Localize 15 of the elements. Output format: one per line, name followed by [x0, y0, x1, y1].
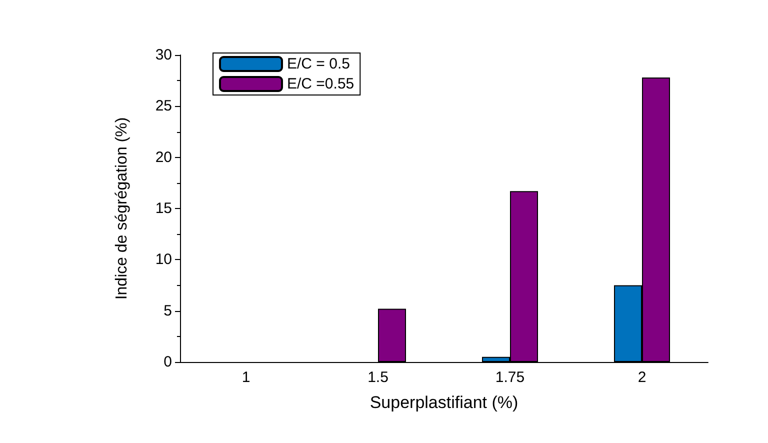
y-tick-label: 25	[155, 98, 172, 115]
legend-label: E/C = 0.5	[287, 56, 350, 72]
x-tick-label: 1.5	[368, 369, 388, 386]
y-axis-title: Indice de ségrégation (%)	[114, 117, 130, 300]
y-tick-label: 0	[164, 354, 172, 370]
x-tick-label: 1	[242, 369, 250, 386]
y-tick-label: 20	[155, 148, 172, 166]
y-tick-label: 15	[155, 200, 172, 217]
legend-label: E/C =0.55	[287, 76, 354, 92]
y-tick-label: 10	[155, 251, 172, 268]
x-tick-label: 1.75	[495, 369, 525, 386]
x-tick-label: 2	[638, 369, 646, 386]
y-tick-label: 30	[155, 46, 172, 64]
y-tick-label: 5	[164, 302, 172, 320]
x-axis-title: Superplastifiant (%)	[370, 393, 518, 412]
